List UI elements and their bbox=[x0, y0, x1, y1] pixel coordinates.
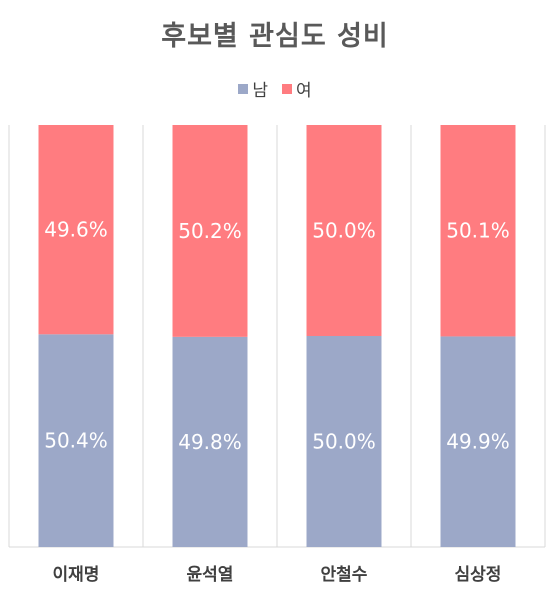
legend-swatch-male bbox=[238, 83, 249, 94]
data-label-female-3: 50.0% bbox=[312, 219, 376, 243]
bar-male-4 bbox=[440, 336, 516, 547]
legend: 남 여 bbox=[0, 76, 550, 101]
category-label-2: 윤석열 bbox=[187, 565, 234, 585]
legend-item-male: 남 bbox=[238, 76, 268, 101]
category-label-4: 심상정 bbox=[455, 565, 502, 585]
data-label-male-4: 49.9% bbox=[446, 430, 510, 454]
data-label-male-1: 50.4% bbox=[44, 429, 108, 453]
data-label-female-1: 49.6% bbox=[44, 218, 108, 242]
data-label-female-4: 50.1% bbox=[446, 219, 510, 243]
category-label-3: 안철수 bbox=[321, 565, 368, 585]
bar-female-1 bbox=[38, 125, 114, 335]
bar-female-4 bbox=[440, 125, 516, 337]
bar-male-3 bbox=[306, 336, 382, 547]
bar-female-2 bbox=[172, 125, 248, 337]
bar-male-1 bbox=[38, 334, 114, 547]
legend-label-female: 여 bbox=[296, 81, 312, 101]
chart-title: 후보별 관심도 성비 bbox=[161, 21, 389, 52]
category-label-1: 이재명 bbox=[53, 565, 100, 585]
bar-female-3 bbox=[306, 125, 382, 336]
legend-swatch-female bbox=[282, 83, 292, 94]
bar-male-2 bbox=[172, 336, 248, 547]
legend-item-female: 여 bbox=[282, 76, 312, 101]
legend-label-male: 남 bbox=[252, 81, 268, 101]
data-label-male-3: 50.0% bbox=[312, 430, 376, 454]
data-label-female-2: 50.2% bbox=[178, 219, 242, 243]
data-label-male-2: 49.8% bbox=[178, 430, 242, 454]
